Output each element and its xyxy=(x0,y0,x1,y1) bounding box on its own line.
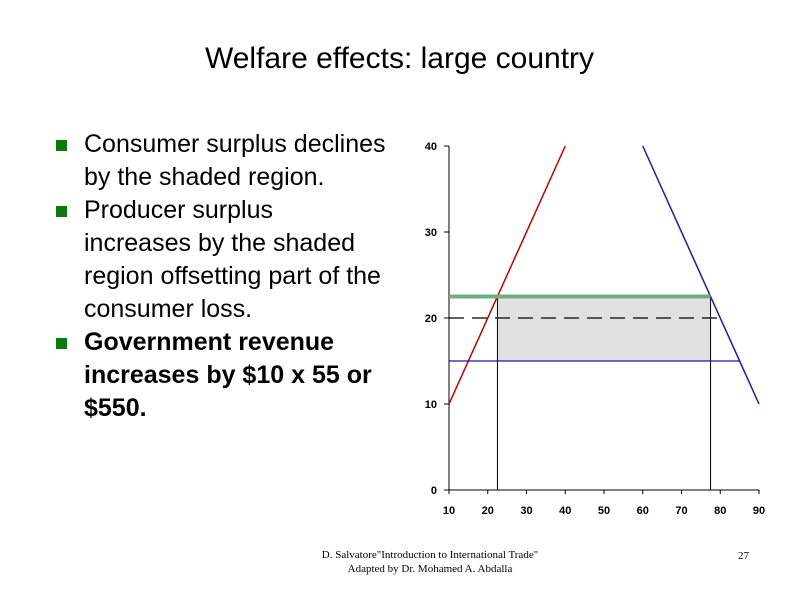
footer-line-2: Adapted by Dr. Mohamed A. Abdalla xyxy=(347,563,513,575)
bullet-text: Producer surplus increases by the shaded… xyxy=(84,196,381,323)
x-tick-label: 60 xyxy=(637,505,649,517)
footer-credit: D. Salvatore"Introduction to Internation… xyxy=(280,548,580,576)
bullet-item: Consumer surplus declines by the shaded … xyxy=(56,128,386,194)
x-tick-label: 80 xyxy=(714,505,726,517)
footer-line-1: D. Salvatore"Introduction to Internation… xyxy=(321,549,539,561)
x-tick-label: 70 xyxy=(675,505,687,517)
x-tick-label: 50 xyxy=(598,505,610,517)
x-tick-label: 40 xyxy=(559,505,571,517)
page-number: 27 xyxy=(738,550,749,562)
x-tick-label: 90 xyxy=(753,505,765,517)
y-tick-label: 20 xyxy=(425,313,437,325)
bullet-item: Government revenue increases by $10 x 55… xyxy=(56,326,386,425)
y-tick-label: 30 xyxy=(425,227,437,239)
y-tick-label: 10 xyxy=(425,399,437,411)
bullet-item: Producer surplus increases by the shaded… xyxy=(56,194,386,326)
y-tick-label: 0 xyxy=(431,485,437,497)
shaded-region xyxy=(497,296,711,361)
x-tick-label: 30 xyxy=(520,505,532,517)
square-bullet-icon xyxy=(56,206,67,217)
slide-title: Welfare effects: large country xyxy=(204,42,595,75)
bullet-list: Consumer surplus declines by the shaded … xyxy=(56,128,386,425)
y-tick-label: 40 xyxy=(425,141,437,153)
square-bullet-icon xyxy=(56,140,67,151)
supply-line xyxy=(448,145,566,405)
demand-line xyxy=(642,145,760,405)
square-bullet-icon xyxy=(56,338,67,349)
x-tick-label: 10 xyxy=(443,505,455,517)
bullet-text: Government revenue increases by $10 x 55… xyxy=(84,328,372,422)
x-tick-label: 20 xyxy=(482,505,494,517)
supply-demand-chart: 0 10 20 30 40 10 20 30 40 50 60 70 80 90 xyxy=(425,141,765,517)
bullet-text: Consumer surplus declines by the shaded … xyxy=(84,130,386,191)
